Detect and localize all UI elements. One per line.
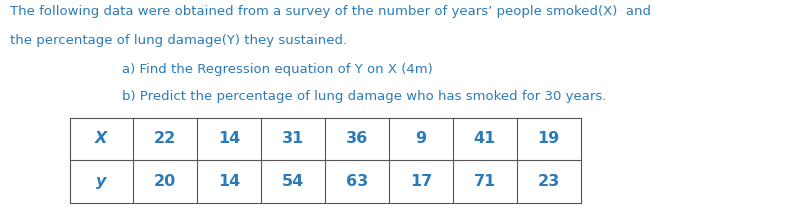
Text: 36: 36: [346, 131, 368, 146]
Text: 31: 31: [282, 131, 304, 146]
Text: 54: 54: [282, 174, 304, 189]
Text: 9: 9: [416, 131, 427, 146]
Text: 19: 19: [537, 131, 560, 146]
Text: 22: 22: [154, 131, 176, 146]
Text: 20: 20: [154, 174, 176, 189]
Text: X: X: [96, 131, 107, 146]
Text: 63: 63: [346, 174, 368, 189]
Text: the percentage of lung damage(Y) they sustained.: the percentage of lung damage(Y) they su…: [10, 34, 348, 47]
Text: 17: 17: [410, 174, 432, 189]
Text: 41: 41: [474, 131, 496, 146]
Text: 14: 14: [218, 131, 240, 146]
Text: b) Predict the percentage of lung damage who has smoked for 30 years.: b) Predict the percentage of lung damage…: [122, 90, 607, 104]
Text: 14: 14: [218, 174, 240, 189]
Text: The following data were obtained from a survey of the number of years’ people sm: The following data were obtained from a …: [10, 5, 651, 18]
Text: 71: 71: [474, 174, 496, 189]
Text: y: y: [96, 174, 107, 189]
Text: 23: 23: [537, 174, 560, 189]
Text: a) Find the Regression equation of Y on X (4m): a) Find the Regression equation of Y on …: [122, 63, 433, 76]
